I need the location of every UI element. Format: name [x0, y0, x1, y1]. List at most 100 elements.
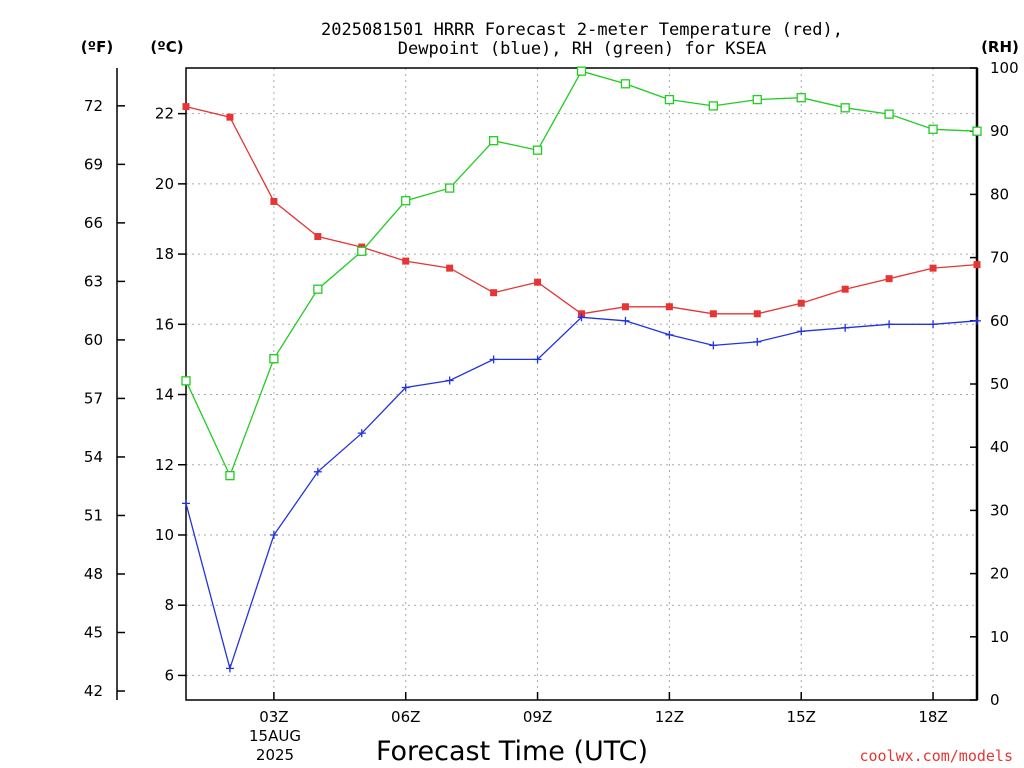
fahrenheit-axis: 42 45 48 51 54 57 60 63 66 69 72	[84, 97, 125, 700]
temperature-point	[841, 285, 849, 293]
rh-point	[884, 109, 894, 119]
dewpoint-series	[182, 313, 981, 673]
fahrenheit-axis-unit: (ºF)	[81, 38, 113, 56]
rh-point	[532, 145, 543, 155]
dewpoint-point	[357, 429, 366, 438]
temperature-point	[929, 264, 937, 272]
dewpoint-point	[621, 316, 630, 325]
temperature-point	[402, 257, 410, 265]
rh-point	[664, 94, 675, 105]
dewpoint-line	[185, 316, 978, 671]
rh-point	[181, 376, 191, 386]
temperature-point	[446, 264, 454, 272]
rh-tick-label: 90	[990, 122, 1009, 140]
temperature-point	[226, 113, 234, 121]
rh-tick-label: 10	[990, 628, 1009, 646]
rh-point	[796, 93, 806, 103]
fahrenheit-tick-label: 63	[84, 272, 103, 290]
fahrenheit-tick-label: 57	[84, 389, 103, 407]
dewpoint-point	[841, 323, 850, 332]
credit-text: coolwx.com/models	[859, 747, 1013, 765]
celsius-tick-label: 20	[155, 175, 174, 193]
dewpoint-point	[401, 383, 410, 392]
dewpoint-point	[709, 341, 718, 350]
temperature-point	[973, 261, 981, 269]
fahrenheit-tick-label: 69	[84, 155, 103, 173]
celsius-axis: 6 8 10 12 14 16 18 20 22	[155, 105, 186, 684]
dewpoint-point	[885, 320, 894, 329]
rh-point	[313, 284, 323, 294]
dewpoint-point	[313, 467, 322, 476]
time-tick-label: 03Z	[259, 708, 288, 726]
rh-series	[181, 66, 982, 481]
fahrenheit-tick-label: 72	[84, 97, 103, 115]
rh-tick-label: 0	[990, 691, 1000, 709]
temperature-point	[665, 303, 673, 311]
temperature-point	[534, 278, 542, 286]
rh-axis-unit: (RH)	[981, 38, 1019, 56]
time-tick-label: 09Z	[523, 708, 552, 726]
temperature-line	[185, 105, 978, 315]
time-tick-label: 18Z	[918, 708, 947, 726]
dewpoint-point	[753, 337, 762, 346]
rh-tick-label: 50	[990, 375, 1009, 393]
chart-title-line-2: Dewpoint (blue), RH (green) for KSEA	[398, 39, 766, 59]
dewpoint-point	[182, 499, 190, 508]
temperature-point	[270, 197, 278, 205]
fahrenheit-tick-label: 42	[84, 682, 103, 700]
rh-tick-label: 70	[990, 249, 1009, 267]
dewpoint-point	[445, 376, 454, 385]
rh-point	[928, 124, 938, 134]
celsius-tick-label: 22	[155, 105, 174, 123]
celsius-tick-label: 6	[164, 666, 174, 684]
temperature-series	[182, 103, 981, 318]
fahrenheit-tick-label: 48	[84, 565, 103, 583]
rh-point	[620, 79, 631, 89]
temperature-point	[753, 310, 761, 318]
date-label-year: 2025	[256, 746, 294, 764]
time-axis: 03Z 06Z 09Z 12Z 15Z 18Z	[259, 692, 948, 726]
x-axis-label: Forecast Time (UTC)	[376, 736, 648, 767]
fahrenheit-tick-label: 66	[84, 214, 103, 232]
rh-point	[840, 103, 850, 113]
dewpoint-point	[577, 313, 586, 322]
data-series	[181, 66, 982, 673]
rh-tick-label: 60	[990, 312, 1009, 330]
date-label-day: 15AUG	[249, 727, 301, 745]
rh-tick-label: 80	[990, 185, 1009, 203]
rh-point	[401, 196, 411, 206]
time-tick-label: 15Z	[787, 708, 816, 726]
dewpoint-point	[269, 530, 278, 539]
celsius-tick-label: 8	[164, 596, 174, 614]
fahrenheit-tick-label: 45	[84, 624, 103, 642]
celsius-tick-label: 18	[155, 245, 174, 263]
rh-point	[269, 354, 279, 364]
temperature-point	[182, 103, 190, 111]
dewpoint-point	[225, 664, 234, 673]
celsius-axis-unit: (ºC)	[150, 38, 183, 56]
temperature-point	[314, 233, 322, 241]
dewpoint-point	[929, 320, 938, 329]
grid-lines	[186, 68, 977, 700]
temperature-point	[621, 303, 629, 311]
dewpoint-point	[973, 316, 981, 325]
rh-tick-label: 40	[990, 438, 1009, 456]
celsius-tick-label: 10	[155, 526, 174, 544]
time-tick-label: 12Z	[655, 708, 684, 726]
dewpoint-point	[665, 330, 674, 339]
fahrenheit-tick-label: 60	[84, 331, 103, 349]
celsius-tick-label: 16	[155, 315, 174, 333]
time-tick-label: 06Z	[391, 708, 420, 726]
dewpoint-point	[797, 327, 806, 336]
rh-tick-label: 100	[990, 59, 1019, 77]
dewpoint-point	[533, 355, 542, 364]
dewpoint-point	[489, 355, 498, 364]
rh-tick-label: 30	[990, 501, 1009, 519]
rh-point	[445, 183, 455, 193]
fahrenheit-tick-label: 54	[84, 448, 103, 466]
rh-point	[708, 101, 718, 111]
temperature-point	[709, 310, 717, 318]
chart-title-line-1: 2025081501 HRRR Forecast 2-meter Tempera…	[321, 20, 843, 40]
rh-point	[225, 470, 235, 481]
temperature-point	[797, 299, 805, 307]
